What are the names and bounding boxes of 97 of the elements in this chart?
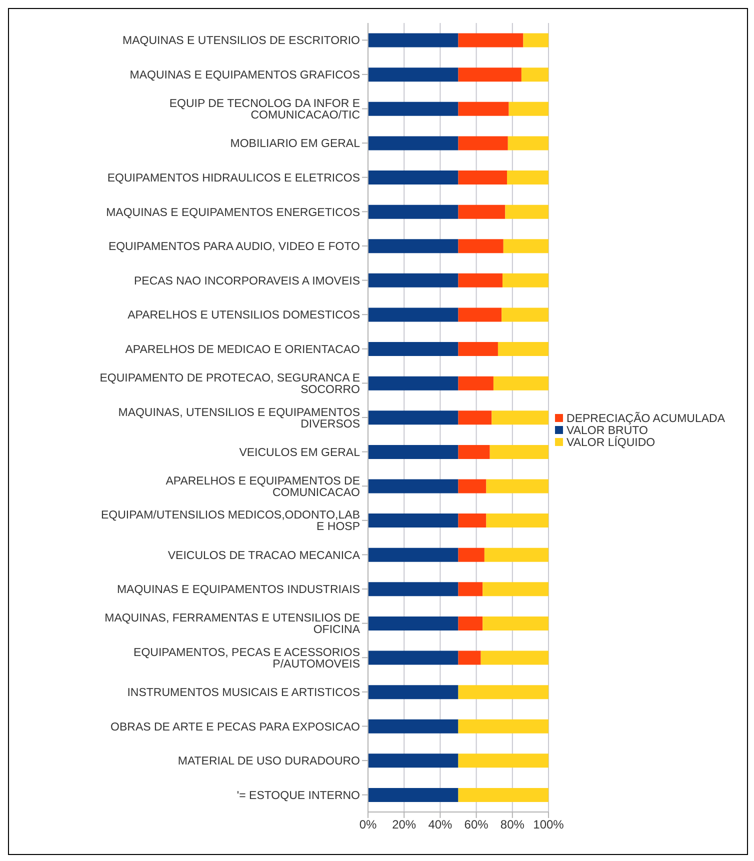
bar bbox=[458, 788, 549, 802]
y-tick-label: VEICULOS EM GERAL bbox=[239, 446, 361, 459]
bar bbox=[498, 342, 549, 356]
bar bbox=[503, 239, 549, 254]
bar bbox=[458, 239, 504, 254]
y-tick-label: APARELHOS E UTENSILIOS DOMESTICOS bbox=[128, 310, 360, 322]
x-tick-label: 60% bbox=[464, 818, 489, 832]
bar bbox=[458, 548, 484, 562]
y-tick-label: EQUIPAMENTOS PARA AUDIO, VIDEO E FOTO bbox=[108, 241, 360, 254]
bar bbox=[523, 33, 549, 48]
y-tick-label: EQUIPAMENTOS, PECAS E ACESSORIOS P/AUTOMOVEIS bbox=[134, 646, 360, 670]
y-tick-label: EQUIPAMENTOS HIDRAULICOS E ELETRICOS bbox=[107, 172, 360, 184]
bar bbox=[521, 68, 549, 82]
y-tick-label: MATERIAL DE USO DURADOURO bbox=[178, 756, 360, 768]
bar bbox=[368, 548, 458, 562]
x-tick-label: 20% bbox=[392, 818, 416, 832]
y-tick-label: APARELHOS E EQUIPAMENTOS DE COMUNICACAO bbox=[166, 475, 360, 499]
bar bbox=[458, 204, 506, 219]
bar bbox=[368, 204, 458, 219]
bar bbox=[484, 548, 549, 562]
y-tick-label: EQUIP DE TECNOLOG DA INFOR E COMUNICACAO/TIC bbox=[169, 98, 360, 122]
bar bbox=[458, 616, 483, 630]
bar bbox=[368, 582, 458, 596]
x-tick-label: 0% bbox=[359, 818, 377, 832]
y-tick-label: MOBILIARIO EM GERAL bbox=[230, 138, 361, 150]
y-tick-label: INSTRUMENTOS MUSICAIS E ARTISTICOS bbox=[127, 687, 360, 700]
bar bbox=[502, 273, 549, 288]
bar bbox=[458, 582, 483, 596]
bar bbox=[458, 68, 522, 82]
bar bbox=[458, 719, 549, 734]
bar bbox=[458, 685, 549, 700]
y-tick-label: VEICULOS DE TRACAO MECANICA bbox=[168, 550, 360, 562]
y-tick-label: EQUIPAM/UTENSILIOS MEDICOS,ODONTO,LAB E HOSP bbox=[100, 510, 360, 534]
bar bbox=[458, 376, 494, 390]
bar bbox=[486, 514, 549, 528]
bar bbox=[458, 308, 502, 322]
bar bbox=[502, 308, 549, 322]
bar bbox=[458, 479, 486, 494]
bar bbox=[458, 170, 507, 185]
bar bbox=[493, 376, 549, 390]
y-tick-label: APARELHOS DE MEDICAO E ORIENTACAO bbox=[125, 344, 360, 356]
y-tick-label: OBRAS DE ARTE E PECAS PARA EXPOSICAO bbox=[110, 721, 360, 734]
x-tick-label: 40% bbox=[428, 818, 453, 832]
legend-label: VALOR BRUTO bbox=[566, 424, 648, 436]
x-tick-label: 80% bbox=[500, 818, 525, 832]
bar bbox=[368, 102, 458, 116]
bar bbox=[368, 719, 458, 734]
bar bbox=[458, 136, 508, 150]
y-tick-label: EQUIPAMENTO DE PROTECAO, SEGURANCA E SOCORRO bbox=[100, 372, 360, 396]
legend-label: DEPRECIAÇÃO ACUMULADA bbox=[566, 412, 725, 424]
y-tick-label: MAQUINAS, UTENSILIOS E EQUIPAMENTOS DIVERSOS bbox=[118, 406, 360, 430]
bar bbox=[458, 33, 524, 48]
y-tick-label: MAQUINAS E EQUIPAMENTOS INDUSTRIAIS bbox=[116, 584, 360, 596]
bar bbox=[486, 479, 549, 494]
bar bbox=[368, 514, 458, 528]
bar bbox=[482, 582, 549, 596]
x-tick-label: 100% bbox=[533, 818, 564, 832]
bar bbox=[368, 308, 458, 322]
bar bbox=[480, 650, 549, 665]
bar bbox=[368, 685, 458, 700]
y-tick-label: MAQUINAS E EQUIPAMENTOS GRAFICOS bbox=[130, 70, 360, 82]
bar bbox=[458, 273, 502, 288]
y-tick-label: '= ESTOQUE INTERNO bbox=[236, 790, 360, 802]
legend-label: VALOR LÍQUIDO bbox=[566, 436, 656, 448]
bar bbox=[458, 102, 509, 116]
bar bbox=[368, 410, 458, 425]
bar bbox=[458, 514, 486, 528]
bar bbox=[368, 273, 458, 288]
bar bbox=[458, 650, 481, 665]
bar bbox=[492, 410, 549, 425]
bar bbox=[368, 239, 458, 254]
bar bbox=[368, 444, 458, 459]
bar bbox=[508, 136, 549, 150]
bar bbox=[368, 479, 458, 494]
bar bbox=[368, 650, 458, 665]
bar bbox=[490, 444, 549, 459]
bar bbox=[368, 136, 458, 150]
bar bbox=[368, 788, 458, 802]
y-tick-label: MAQUINAS, FERRAMENTAS E UTENSILIOS DE OFICINA bbox=[104, 612, 360, 636]
bar bbox=[368, 342, 458, 356]
bar bbox=[458, 444, 490, 459]
bar bbox=[458, 754, 549, 768]
bar bbox=[368, 616, 458, 630]
bar bbox=[368, 170, 458, 185]
bar bbox=[505, 204, 549, 219]
bar bbox=[506, 170, 549, 185]
bar bbox=[458, 342, 498, 356]
y-tick-label: MAQUINAS E EQUIPAMENTOS ENERGETICOS bbox=[106, 206, 360, 219]
bar bbox=[508, 102, 549, 116]
y-tick-label: PECAS NAO INCORPORAVEIS A IMOVEIS bbox=[134, 275, 360, 288]
bar bbox=[368, 33, 458, 48]
bar bbox=[368, 68, 458, 82]
bar bbox=[482, 616, 549, 630]
bar bbox=[368, 376, 458, 390]
bar bbox=[458, 410, 492, 425]
bar bbox=[368, 754, 458, 768]
y-tick-label: MAQUINAS E UTENSILIOS DE ESCRITORIO bbox=[122, 35, 360, 48]
